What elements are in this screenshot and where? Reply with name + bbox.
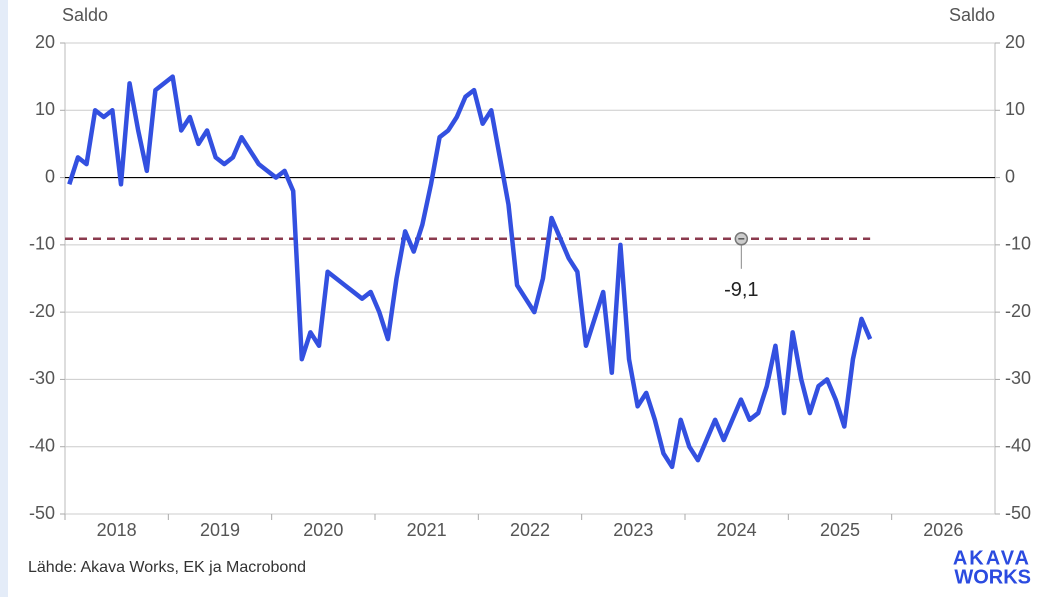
- x-tick-label: 2021: [407, 520, 447, 540]
- x-tick-label: 2022: [510, 520, 550, 540]
- y2-tick-label: 10: [1005, 99, 1025, 119]
- y-tick-label: 0: [45, 166, 55, 186]
- y-tick-label: -20: [29, 301, 55, 321]
- x-tick-label: 2020: [303, 520, 343, 540]
- y-tick-label: 10: [35, 99, 55, 119]
- x-tick-label: 2026: [923, 520, 963, 540]
- logo: WORKS: [954, 566, 1031, 588]
- logo: AKAVA: [953, 547, 1031, 569]
- x-tick-label: 2023: [613, 520, 653, 540]
- y-tick-label: -40: [29, 435, 55, 455]
- y2-tick-label: -50: [1005, 503, 1031, 523]
- y-tick-label: -30: [29, 368, 55, 388]
- y-tick-label: -50: [29, 503, 55, 523]
- x-tick-label: 2024: [717, 520, 757, 540]
- y2-tick-label: -30: [1005, 368, 1031, 388]
- y2-tick-label: 0: [1005, 166, 1015, 186]
- y2-axis-label: Saldo: [949, 5, 995, 25]
- y2-tick-label: -10: [1005, 234, 1031, 254]
- y-tick-label: 20: [35, 32, 55, 52]
- y-tick-label: -10: [29, 234, 55, 254]
- y2-tick-label: -40: [1005, 435, 1031, 455]
- y-axis-label: Saldo: [62, 5, 108, 25]
- x-tick-label: 2025: [820, 520, 860, 540]
- source: Lähde: Akava Works, EK ja Macrobond: [28, 559, 306, 576]
- x-tick-label: 2019: [200, 520, 240, 540]
- series-line: [67, 74, 873, 470]
- annotation-label: -9,1: [724, 279, 758, 301]
- y2-tick-label: -20: [1005, 301, 1031, 321]
- y2-tick-label: 20: [1005, 32, 1025, 52]
- plot-area: [64, 42, 996, 515]
- x-tick-label: 2018: [97, 520, 137, 540]
- side-strip: [0, 0, 8, 597]
